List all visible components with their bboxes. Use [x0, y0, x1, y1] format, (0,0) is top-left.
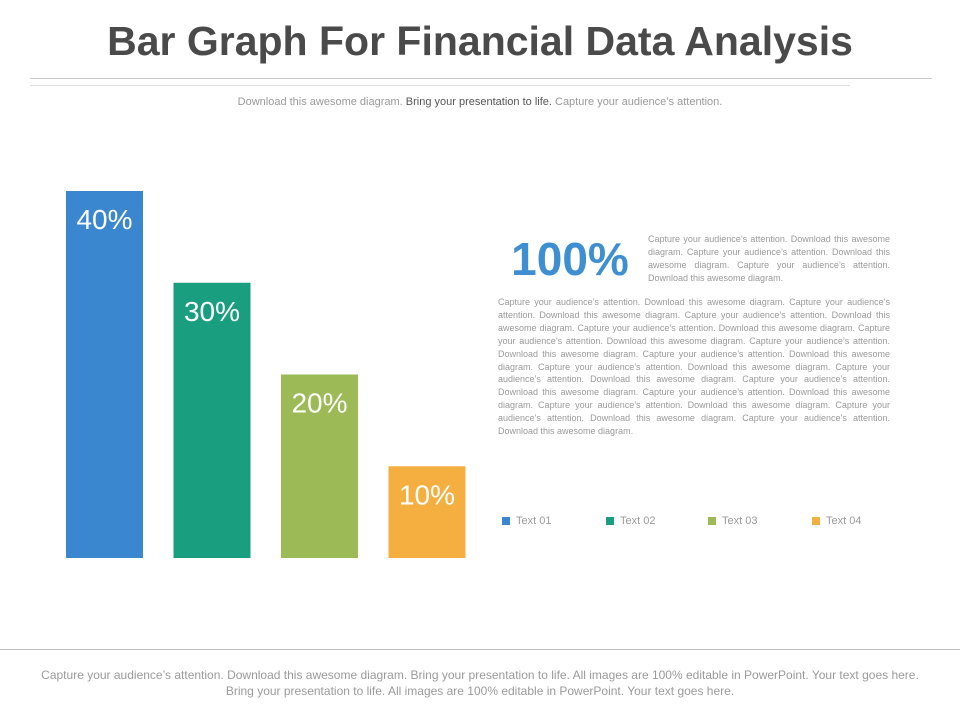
bar-value-label-2: 30%: [184, 296, 240, 327]
legend-item-3: Text 03: [708, 515, 757, 527]
bar-value-label-3: 20%: [291, 388, 347, 419]
title-divider: [30, 78, 932, 79]
title-divider-secondary: [30, 85, 850, 86]
bar-4: [388, 466, 466, 558]
intro-paragraph: Capture your audience’s attention. Downl…: [648, 234, 890, 283]
page-title: Bar Graph For Financial Data Analysis: [107, 18, 853, 64]
bar-value-label-4: 10%: [399, 479, 455, 510]
legend-item-1: Text 01: [502, 515, 551, 527]
subtitle-part-3: Capture your audience’s attention.: [555, 96, 723, 108]
legend-label-4: Text 04: [826, 515, 862, 527]
legend-label-3: Text 03: [722, 515, 758, 527]
footer-text: Capture your audience’s attention. Downl…: [41, 668, 919, 698]
legend-item-4: Text 04: [812, 515, 861, 527]
bar-chart: 40% 30% 20% 10%: [66, 191, 466, 558]
legend-swatch-2: [606, 517, 614, 525]
total-percentage: 100%: [511, 233, 629, 285]
legend-item-2: Text 02: [606, 515, 655, 527]
bar-2: [173, 282, 251, 558]
legend-swatch-3: [708, 517, 716, 525]
chart-legend: Text 01 Text 02 Text 03 Text 04: [502, 515, 902, 529]
legend-swatch-4: [812, 517, 820, 525]
legend-label-2: Text 02: [620, 515, 656, 527]
subtitle: Download this awesome diagram. Bring you…: [0, 96, 960, 108]
bar-1: [66, 191, 143, 558]
footer-divider: [0, 649, 960, 650]
legend-label-1: Text 01: [516, 515, 552, 527]
subtitle-part-1: Download this awesome diagram.: [237, 96, 403, 108]
bar-value-label-1: 40%: [76, 204, 132, 235]
bar-3: [281, 374, 358, 558]
body-paragraph: Capture your audience’s attention. Downl…: [498, 297, 890, 437]
legend-swatch-1: [502, 517, 510, 525]
subtitle-part-2: Bring your presentation to life.: [405, 96, 552, 108]
